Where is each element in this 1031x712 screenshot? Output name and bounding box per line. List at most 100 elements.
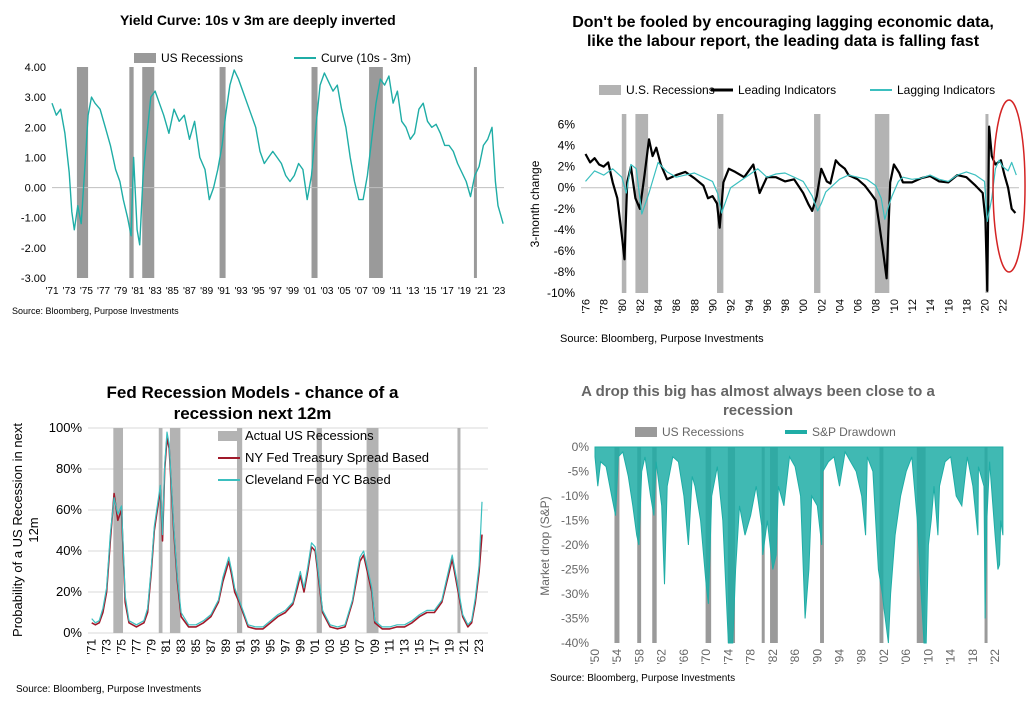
- y-tick-label: 0%: [558, 181, 576, 195]
- sp-drawdown-panel: A drop this big has almost always been c…: [515, 370, 1031, 712]
- x-tick-label: '62: [655, 649, 669, 665]
- x-tick-label: '66: [677, 649, 691, 665]
- x-tick-label: '77: [97, 286, 110, 297]
- y-tick-label: -15%: [561, 514, 589, 528]
- legend-label: U.S. Recessions: [626, 83, 715, 97]
- x-tick-label: '09: [368, 639, 382, 655]
- x-tick-label: '94: [744, 299, 756, 313]
- y-tick-label: 0%: [572, 440, 590, 454]
- recession-band: [457, 428, 461, 633]
- y-tick-label: -10%: [561, 489, 589, 503]
- x-tick-label: '93: [235, 286, 248, 297]
- x-tick-label: '14: [925, 299, 937, 313]
- x-tick-label: '80: [617, 299, 629, 313]
- x-tick-label: '81: [131, 286, 144, 297]
- x-tick-label: '88: [689, 299, 701, 313]
- x-tick-label: '20: [980, 299, 992, 313]
- x-tick-label: '11: [383, 639, 397, 654]
- x-tick-label: '05: [338, 639, 352, 655]
- recession-band: [129, 67, 134, 278]
- x-tick-label: '02: [877, 649, 891, 665]
- recession-band: [635, 114, 649, 293]
- x-tick-label: '05: [338, 286, 351, 297]
- x-tick-label: '78: [599, 299, 611, 313]
- x-tick-label: '58: [632, 649, 646, 665]
- x-tick-label: '19: [458, 286, 471, 297]
- x-tick-label: '89: [219, 639, 233, 655]
- y-tick-label: -30%: [561, 587, 589, 601]
- x-tick-label: '21: [457, 639, 471, 655]
- chart-title: A drop this big has almost always been c…: [581, 383, 935, 419]
- x-tick-label: '07: [353, 639, 367, 655]
- y-tick-label: 4%: [558, 139, 576, 153]
- x-tick-label: '92: [726, 299, 738, 313]
- series-line-1: [585, 159, 1017, 222]
- x-tick-label: '85: [166, 286, 179, 297]
- x-tick-label: '06: [853, 299, 865, 313]
- x-tick-label: '91: [234, 639, 248, 655]
- x-tick-label: '95: [263, 639, 277, 655]
- x-tick-label: '84: [653, 299, 665, 313]
- legend-label: Curve (10s - 3m): [321, 51, 411, 65]
- y-tick-label: 2.00: [25, 122, 46, 134]
- yield-curve-panel: Yield Curve: 10s v 3m are deeply inverte…: [0, 0, 515, 325]
- x-tick-label: '86: [671, 299, 683, 313]
- recession-band: [614, 447, 620, 643]
- yield-curve-chart: 4.00 3.00 2.00 1.00 0.00 -1.00 -2.00 -3.00'71 '7…: [21, 51, 506, 297]
- chart-source: Source: Bloomberg, Purpose Investments: [560, 333, 764, 345]
- chart-title: Don't be fooled by encouraging lagging e…: [572, 14, 994, 50]
- x-tick-label: '81: [159, 639, 173, 655]
- y-tick-label: 60%: [56, 502, 82, 517]
- recession-band: [219, 67, 226, 278]
- recession-band: [366, 428, 379, 633]
- x-tick-label: '13: [398, 639, 412, 655]
- x-tick-label: '82: [635, 299, 647, 313]
- series-line-0: [91, 437, 483, 630]
- legend-label: Lagging Indicators: [897, 83, 995, 97]
- y-tick-label: -6%: [554, 244, 576, 258]
- x-tick-label: '23: [472, 639, 486, 655]
- x-tick-label: '90: [810, 649, 824, 665]
- y-tick-label: -5%: [568, 465, 590, 479]
- x-tick-label: '09: [372, 286, 385, 297]
- legend-swatch: [134, 53, 156, 63]
- x-tick-label: '17: [441, 286, 454, 297]
- x-tick-label: '74: [721, 649, 735, 665]
- y-tick-label: 1.00: [25, 152, 46, 164]
- y-tick-label: 20%: [56, 584, 82, 599]
- x-tick-label: '04: [834, 299, 846, 313]
- x-tick-label: '50: [588, 649, 602, 665]
- x-tick-label: '01: [303, 286, 316, 297]
- x-tick-label: '99: [286, 286, 299, 297]
- legend-label: Leading Indicators: [738, 83, 836, 97]
- recession-band: [814, 114, 821, 293]
- chart-source: Source: Bloomberg, Purpose Investments: [16, 684, 202, 695]
- recession-band: [169, 428, 181, 633]
- legend-label: NY Fed Treasury Spread Based: [245, 450, 429, 465]
- series-line-0: [584, 125, 1017, 292]
- series-area-0: [594, 446, 1004, 644]
- legend-swatch: [218, 431, 240, 441]
- y-tick-label: 6%: [558, 118, 576, 132]
- x-tick-label: '91: [217, 286, 230, 297]
- y-tick-label: -2.00: [21, 243, 46, 255]
- highlight-ellipse: [992, 99, 1026, 273]
- fed-recession-models-chart: 100%80%60%40%20%0%'71'73'75'77'79'81'83 '…: [10, 420, 488, 655]
- x-tick-label: '16: [943, 299, 955, 313]
- chart-source: Source: Bloomberg, Purpose Investments: [12, 306, 179, 316]
- recession-band: [236, 428, 243, 633]
- y-axis-label: Market drop (S&P): [538, 496, 552, 595]
- x-tick-label: '15: [424, 286, 437, 297]
- y-tick-label: 0.00: [25, 183, 46, 195]
- recession-band: [158, 428, 163, 633]
- x-tick-label: '89: [200, 286, 213, 297]
- y-tick-label: 3.00: [25, 92, 46, 104]
- x-tick-label: '76: [581, 299, 593, 313]
- x-tick-label: '10: [889, 299, 901, 313]
- x-tick-label: '23: [492, 286, 505, 297]
- x-tick-label: '15: [412, 639, 426, 655]
- x-tick-label: '97: [269, 286, 282, 297]
- recession-band: [316, 428, 322, 633]
- y-tick-label: -20%: [561, 538, 589, 552]
- x-tick-label: '70: [699, 649, 713, 665]
